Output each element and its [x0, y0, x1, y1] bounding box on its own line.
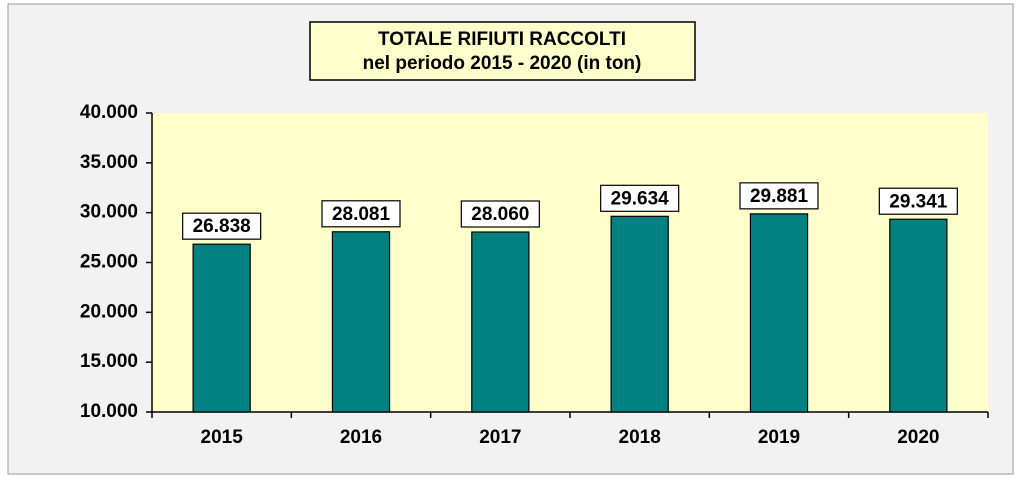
- y-tick-label: 30.000: [80, 202, 138, 223]
- data-label: 28.060: [471, 204, 529, 225]
- data-label-box: [460, 200, 540, 228]
- x-tick-label: 2016: [340, 427, 382, 448]
- y-tick-label: 15.000: [80, 351, 138, 372]
- x-tick-label: 2015: [201, 427, 244, 448]
- bar: [331, 231, 391, 413]
- data-label: 26.838: [193, 216, 251, 237]
- y-tick-label: 20.000: [80, 301, 138, 322]
- data-label-box: [600, 184, 680, 212]
- data-label: 28.081: [332, 204, 391, 225]
- data-label-box: [739, 182, 819, 210]
- chart-title: TOTALE RIFIUTI RACCOLTI: [378, 29, 626, 50]
- bar: [749, 213, 809, 413]
- chart-subtitle: nel periodo 2015 - 2020 (in ton): [363, 53, 642, 74]
- y-tick-label: 35.000: [80, 152, 138, 173]
- x-tick-label: 2017: [479, 427, 521, 448]
- x-tick-label: 2020: [897, 427, 939, 448]
- title-box: [309, 21, 696, 81]
- data-label-box: [321, 200, 401, 228]
- bar: [192, 243, 251, 413]
- bar: [889, 218, 948, 413]
- x-tick-label: 2019: [758, 427, 800, 448]
- plot-area: [152, 113, 988, 412]
- x-tick-label: 2018: [619, 427, 661, 448]
- y-tick-label: 25.000: [80, 252, 138, 273]
- y-tick-label: 40.000: [80, 102, 138, 123]
- data-label: 29.341: [889, 191, 948, 212]
- data-label-box: [878, 187, 958, 215]
- data-label: 29.881: [750, 186, 809, 207]
- bar: [610, 215, 669, 413]
- y-tick-label: 10.000: [80, 401, 138, 422]
- bar: [471, 231, 530, 413]
- data-label: 29.634: [611, 188, 670, 209]
- data-label-box: [182, 212, 262, 240]
